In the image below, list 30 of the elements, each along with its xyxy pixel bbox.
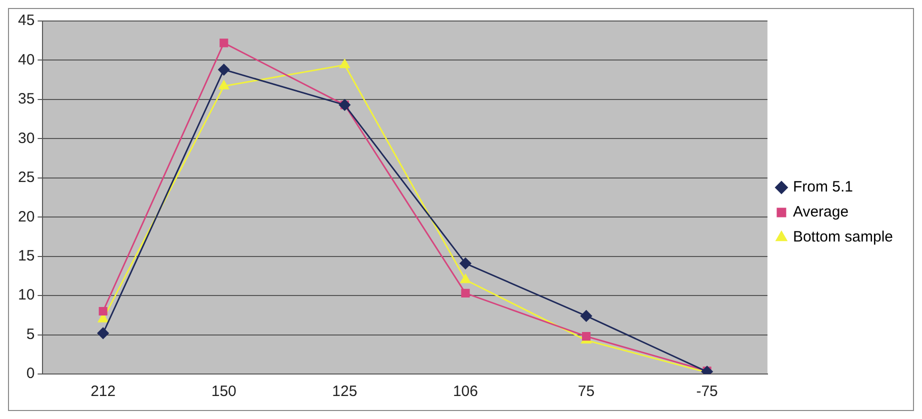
point <box>582 332 591 341</box>
point <box>580 310 592 322</box>
x-tick-label: 75 <box>578 383 595 400</box>
y-tick-label: 5 <box>26 326 35 343</box>
y-tick-label: 25 <box>18 169 35 186</box>
legend-label: Average <box>792 204 849 221</box>
point <box>218 64 230 76</box>
y-tick-label: 0 <box>26 365 35 382</box>
point <box>220 38 228 48</box>
point <box>98 306 108 316</box>
point <box>461 288 470 298</box>
y-tick-label: 40 <box>18 51 35 68</box>
x-tick-label: 150 <box>211 383 236 400</box>
point <box>340 59 350 68</box>
x-tick-label: 125 <box>332 383 358 400</box>
point <box>97 327 109 339</box>
x-tick-label: -75 <box>696 383 718 400</box>
x-tick-label: 212 <box>90 383 116 400</box>
x-tick-label: 106 <box>452 383 478 400</box>
point <box>218 80 229 90</box>
y-tick-label: 45 <box>18 12 35 30</box>
point <box>460 258 472 270</box>
y-tick-label: 30 <box>18 130 35 147</box>
legend-label: Bottom sample <box>792 228 894 246</box>
y-tick-label: 15 <box>18 247 35 264</box>
legend-label: From 5.1 <box>792 178 853 196</box>
y-tick-label: 35 <box>18 90 35 108</box>
point <box>460 274 471 284</box>
y-tick-label: 20 <box>18 208 35 226</box>
y-tick-label: 10 <box>18 286 35 304</box>
